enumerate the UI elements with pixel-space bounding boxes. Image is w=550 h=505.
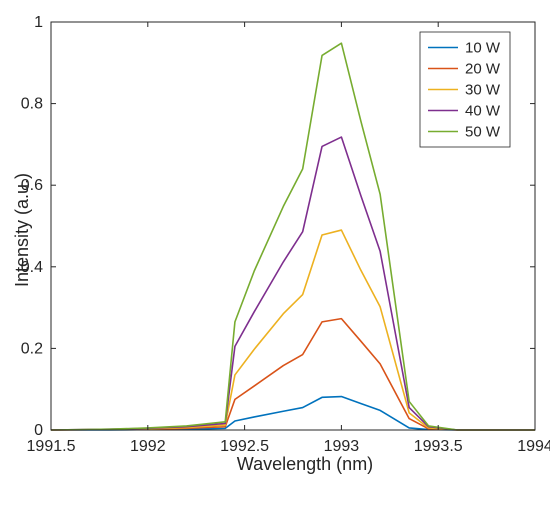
axes-box <box>50 21 536 431</box>
series-line-4 <box>50 136 535 431</box>
x-axis-label: Wavelength (nm) <box>237 454 373 474</box>
x-tick-label: 1993 <box>324 438 360 455</box>
y-tick-label: 1 <box>34 14 43 31</box>
y-tick-label: 0.2 <box>21 340 43 357</box>
legend: 10 W 20 W 30 W 40 W 50 W <box>419 31 511 148</box>
y-tick-label: 0 <box>34 422 43 439</box>
legend-label-5: 50 W <box>465 124 501 141</box>
x-tick-label: 1992 <box>130 438 166 455</box>
series-line-1 <box>51 395 535 431</box>
x-tick-label: 1993.5 <box>414 438 463 455</box>
legend-label-2: 20 W <box>465 61 501 78</box>
series-line-5 <box>50 42 535 431</box>
y-tick-label: 0.4 <box>21 259 43 276</box>
x-tick-label: 1994 <box>517 438 550 455</box>
legend-label-1: 10 W <box>465 40 501 57</box>
plot-area <box>50 42 535 431</box>
y-tick-label: 0.8 <box>21 96 43 113</box>
series-line-3 <box>50 229 535 431</box>
axes: 1991.5 1992 1992.5 1993 1993.5 1994 0 0.2 0.4 0.6… <box>21 14 550 455</box>
y-axis-label: Intensity (a.u.) <box>12 173 32 287</box>
legend-label-4: 40 W <box>465 103 501 120</box>
series-line-2 <box>50 317 535 431</box>
x-tick-label: 1991.5 <box>27 438 76 455</box>
y-tick-label: 0.6 <box>21 177 43 194</box>
x-tick-label: 1992.5 <box>220 438 269 455</box>
legend-label-3: 30 W <box>465 82 501 99</box>
